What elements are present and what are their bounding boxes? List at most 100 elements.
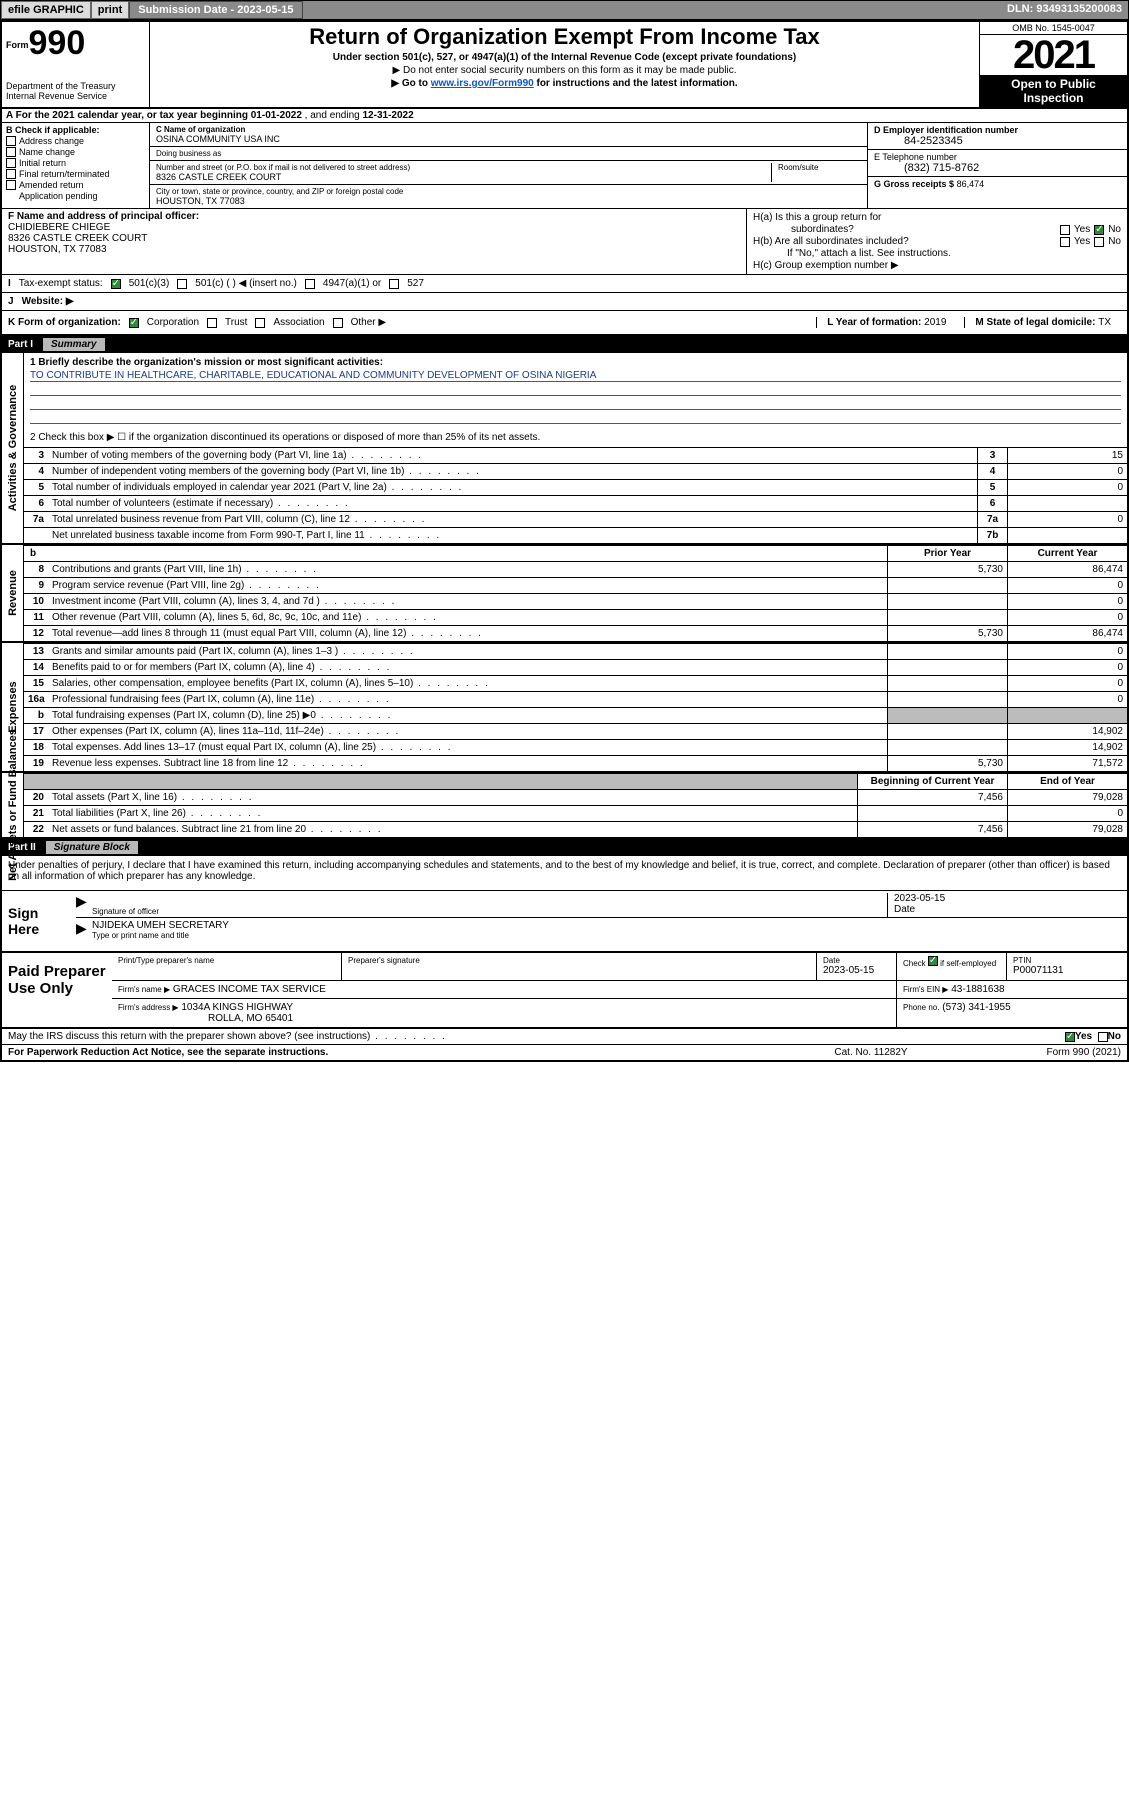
table-row: 8Contributions and grants (Part VIII, li… [24,561,1127,577]
checkbox-corporation[interactable] [129,318,139,328]
dept-line-2: Internal Revenue Service [6,91,145,101]
checkbox-address-change[interactable] [6,136,16,146]
line-desc: Net assets or fund balances. Subtract li… [48,822,857,837]
hc-line: H(c) Group exemption number ▶ [753,260,899,271]
top-toolbar: efile GRAPHIC print Submission Date - 20… [0,0,1129,20]
line-desc: Total expenses. Add lines 13–17 (must eq… [48,740,887,755]
prior-year-value: 5,730 [887,562,1007,577]
checkbox-hb-no[interactable] [1094,237,1104,247]
line-desc: Other revenue (Part VIII, column (A), li… [48,610,887,625]
row-i: I Tax-exempt status: 501(c)(3) 501(c) ( … [2,275,1127,293]
line-number: 4 [24,464,48,479]
current-year-value: 86,474 [1007,562,1127,577]
line-number: 11 [24,610,48,625]
line-box: 4 [977,464,1007,479]
checkbox-final-return[interactable] [6,169,16,179]
checkbox-4947[interactable] [305,279,315,289]
line-number: 18 [24,740,48,755]
discuss-row: May the IRS discuss this return with the… [2,1029,1127,1045]
checkbox-trust[interactable] [207,318,217,328]
d-gross-lbl: G Gross receipts $ [874,179,954,189]
prior-year-value [887,610,1007,625]
b-header: B Check if applicable: [6,125,145,135]
hb-no: No [1108,236,1121,247]
line-desc: Salaries, other compensation, employee b… [48,676,887,691]
column-f: F Name and address of principal officer:… [2,209,747,274]
table-row: 14Benefits paid to or for members (Part … [24,659,1127,675]
checkbox-501c[interactable] [177,279,187,289]
instructions-link[interactable]: www.irs.gov/Form990 [431,78,534,89]
line-desc: Revenue less expenses. Subtract line 18 … [48,756,887,771]
prior-year-value: 5,730 [887,626,1007,641]
checkbox-ha-no[interactable] [1094,225,1104,235]
arrow-icon-2: ▶ [76,920,92,941]
arrow-icon: ▶ [76,893,92,917]
current-year-value: 86,474 [1007,626,1127,641]
checkbox-527[interactable] [389,279,399,289]
line-number: 5 [24,480,48,495]
line-number: 7a [24,512,48,527]
line-number: 19 [24,756,48,771]
checkbox-other[interactable] [333,318,343,328]
ha-yes: Yes [1074,224,1090,235]
line-number: 3 [24,448,48,463]
prior-year-value: 7,456 [857,822,1007,837]
part-1-title: Summary [43,338,105,351]
line-desc: Investment income (Part VIII, column (A)… [48,594,887,609]
current-year-value: 79,028 [1007,822,1127,837]
preparer-date-lbl: Date [823,956,890,965]
pra-notice: For Paperwork Reduction Act Notice, see … [8,1047,771,1058]
ptin-value: P00071131 [1013,965,1121,976]
table-row: 7aTotal unrelated business revenue from … [24,511,1127,527]
current-year-value: 14,902 [1007,740,1127,755]
firm-phone-lbl: Phone no. [903,1003,939,1012]
ein-value: 84-2523345 [874,135,1121,147]
b-item-5: Application pending [19,191,98,201]
checkbox-501c3[interactable] [111,279,121,289]
firm-addr-lbl: Firm's address ▶ [118,1003,179,1012]
print-button[interactable]: print [91,1,129,19]
officer-addr2: HOUSTON, TX 77083 [8,244,107,255]
table-row: 6Total number of volunteers (estimate if… [24,495,1127,511]
org-street: 8326 CASTLE CREEK COURT [156,172,771,182]
m-label: M State of legal domicile: [975,317,1098,328]
table-row: 10Investment income (Part VIII, column (… [24,593,1127,609]
part-1-header: Part I Summary [2,336,1127,353]
c-name-lbl: C Name of organization [156,125,245,134]
row-a-pre: A For the 2021 calendar year, or tax yea… [6,110,251,121]
checkbox-hb-yes[interactable] [1060,237,1070,247]
f-label: F Name and address of principal officer: [8,211,199,222]
checkbox-name-change[interactable] [6,147,16,157]
line-desc: Grants and similar amounts paid (Part IX… [48,644,887,659]
checkbox-self-employed[interactable] [928,956,938,966]
line-number: 12 [24,626,48,641]
c-dba-lbl: Doing business as [156,149,861,158]
line-number: 21 [24,806,48,821]
line-box: 5 [977,480,1007,495]
ha-no: No [1108,224,1121,235]
current-year-hdr: Current Year [1007,546,1127,561]
toolbar-spacer [303,1,1001,19]
signature-intro: Under penalties of perjury, I declare th… [2,856,1127,891]
checkbox-discuss-yes[interactable] [1065,1032,1075,1042]
open-public-1: Open to Public [1011,77,1096,91]
checkbox-association[interactable] [255,318,265,328]
checkbox-ha-yes[interactable] [1060,225,1070,235]
checkbox-amended[interactable] [6,180,16,190]
section-governance: Activities & Governance 1 Briefly descri… [2,353,1127,545]
b-item-2: Initial return [19,158,66,168]
table-row: 20Total assets (Part X, line 16)7,45679,… [24,789,1127,805]
state-domicile: TX [1098,317,1111,328]
table-row: 21Total liabilities (Part X, line 26)0 [24,805,1127,821]
line-number: b [24,708,48,723]
current-year-value: 0 [1007,610,1127,625]
efile-button[interactable]: efile GRAPHIC [1,1,91,19]
subtitle-2: ▶ Do not enter social security numbers o… [154,65,975,76]
line-box: 7b [977,528,1007,543]
i-o2: 501(c) ( ) ◀ (insert no.) [195,278,297,289]
officer-addr1: 8326 CASTLE CREEK COURT [8,233,147,244]
c-room-lbl: Room/suite [778,163,861,172]
column-c: C Name of organization OSINA COMMUNITY U… [150,123,867,208]
checkbox-initial-return[interactable] [6,158,16,168]
checkbox-discuss-no[interactable] [1098,1032,1108,1042]
